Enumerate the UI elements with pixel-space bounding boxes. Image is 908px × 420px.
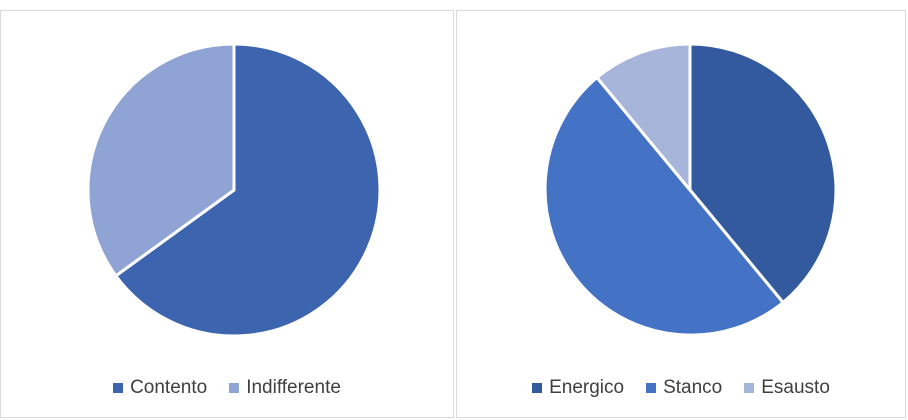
legend-mood: Contento Indifferente — [1, 376, 453, 400]
legend-swatch — [532, 383, 543, 393]
pie-slice-stanco — [543, 76, 785, 337]
legend-swatch — [646, 383, 657, 393]
legend-label: Esausto — [761, 377, 830, 398]
legend-label: Contento — [130, 377, 208, 398]
legend-item-esausto: Esausto — [744, 377, 830, 399]
pie-slice-indifferente — [86, 42, 236, 278]
legend-energy: Energico Stanco Esausto — [457, 376, 905, 400]
pie-chart-mood — [86, 42, 382, 338]
legend-swatch — [113, 383, 124, 393]
legend-item-contento: Contento — [113, 377, 207, 399]
legend-swatch — [744, 383, 755, 393]
legend-item-energico: Energico — [532, 377, 624, 399]
legend-label: Stanco — [663, 377, 723, 398]
legend-label: Energico — [549, 377, 625, 398]
legend-item-stanco: Stanco — [646, 377, 722, 399]
chart-panel-mood: Contento Indifferente — [0, 10, 454, 418]
legend-label: Indifferente — [246, 377, 341, 398]
legend-swatch — [229, 383, 240, 393]
chart-panel-energy: Energico Stanco Esausto — [456, 10, 906, 418]
legend-item-indifferente: Indifferente — [229, 377, 341, 399]
pie-slice-energico — [688, 42, 838, 304]
pie-slice-esausto — [595, 42, 692, 192]
pie-chart-energy — [543, 42, 838, 337]
pie-slice-contento — [114, 42, 382, 338]
